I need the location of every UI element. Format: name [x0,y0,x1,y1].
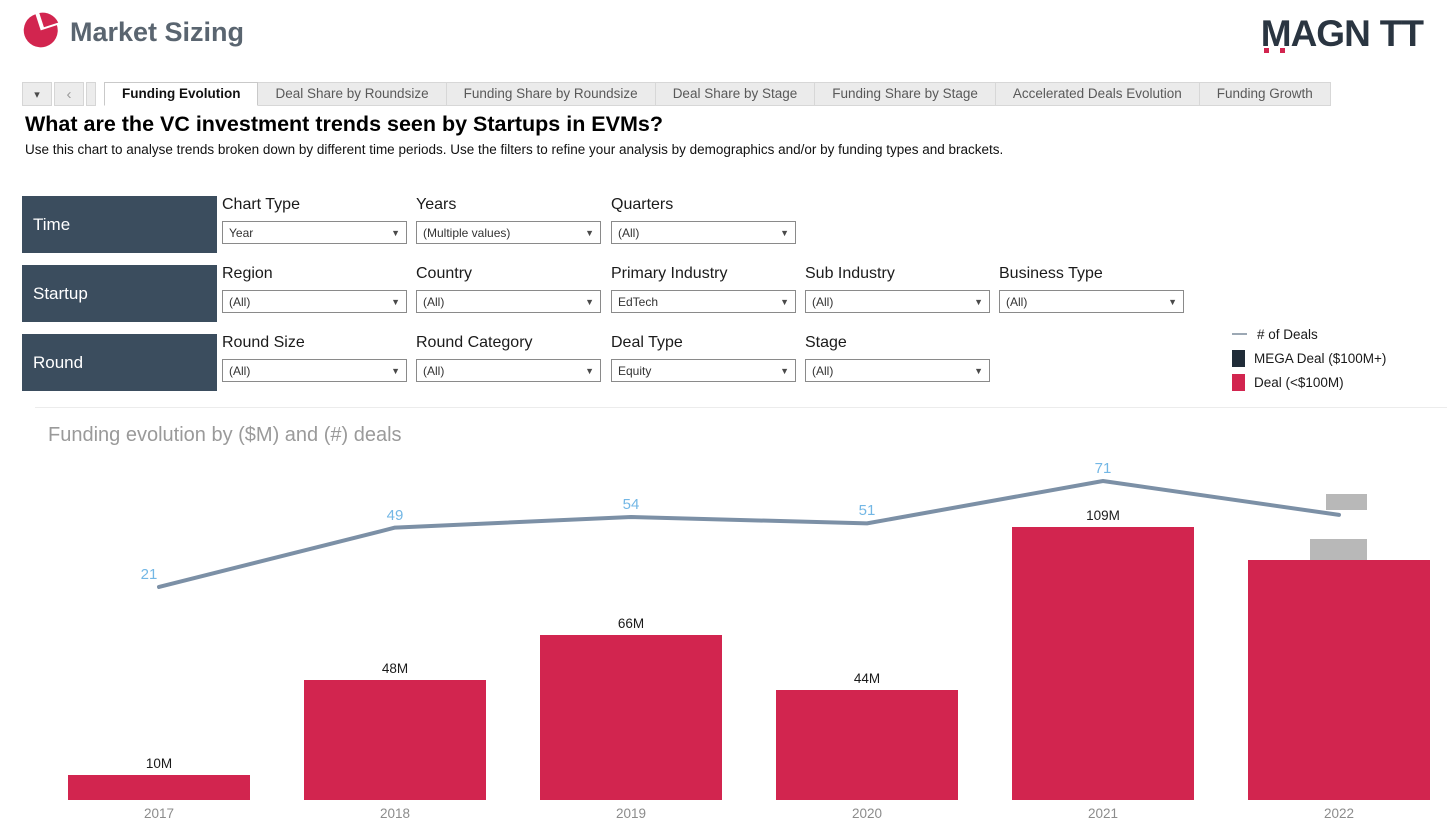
caret-down-icon: ▾ [34,88,40,101]
line-value-label-2020: 51 [858,502,876,520]
filter-dropdown-chart-type[interactable]: Year ▼ [222,221,407,244]
filter-dropdown-years[interactable]: (Multiple values) ▼ [416,221,601,244]
filter-dropdown-deal-type[interactable]: Equity ▼ [611,359,796,382]
tab-deal-share-by-roundsize[interactable]: Deal Share by Roundsize [258,82,447,106]
caret-down-icon: ▼ [1168,296,1177,307]
filter-dropdown-region[interactable]: (All) ▼ [222,290,407,313]
bar-2021[interactable] [1012,527,1194,800]
tab-strip: ▾ ‹ Funding Evolution Deal Share by Round… [22,82,1447,106]
tab-accelerated-deals-evolution[interactable]: Accelerated Deals Evolution [995,82,1200,106]
bar-value-label-2020: 44M [853,671,881,686]
question-subtitle: Use this chart to analyse trends broken … [25,142,1004,157]
tab-funding-share-by-roundsize[interactable]: Funding Share by Roundsize [446,82,656,106]
axis-label-2019: 2019 [615,806,647,821]
bar-value-label-2019: 66M [617,616,645,631]
legend-square-swatch [1232,349,1245,367]
legend-square-swatch [1232,373,1245,391]
filter-dropdown-stage[interactable]: (All) ▼ [805,359,990,382]
filter-label-country: Country [416,265,473,282]
filter-label-business-type: Business Type [999,265,1103,282]
filter-group-round: Round [22,334,217,391]
bar-value-label-2017: 10M [145,756,173,771]
chart-panel: Funding evolution by ($M) and (#) deals … [0,408,1447,828]
filter-dropdown-sub-industry[interactable]: (All) ▼ [805,290,990,313]
tab-funding-share-by-stage[interactable]: Funding Share by Stage [815,82,996,106]
page-title: Market Sizing [70,17,245,47]
brand-letter-m: M [1260,13,1292,54]
filter-label-deal-type: Deal Type [611,334,683,351]
tab-menu-button[interactable]: ▾ [22,82,52,106]
brand-logo: M AGN TT [1260,13,1424,54]
gray-mark-1[interactable] [1310,539,1367,560]
chevron-left-icon: ‹ [66,85,72,103]
header: Market Sizing M AGN TT [0,0,1447,70]
axis-label-2022: 2022 [1323,806,1355,821]
bar-value-label-2018: 48M [381,661,409,676]
panel-divider [35,407,1447,408]
filter-label-round-category: Round Category [416,334,533,351]
legend-line-swatch [1232,333,1247,335]
filter-label-sub-industry: Sub Industry [805,265,895,282]
bar-2017[interactable] [68,775,250,800]
filter-dropdown-round-size[interactable]: (All) ▼ [222,359,407,382]
filter-group-startup: Startup [22,265,217,322]
gray-mark-0[interactable] [1326,494,1367,510]
axis-label-2020: 2020 [851,806,883,821]
pie-chart-icon [23,12,59,48]
legend-item-0: # of Deals [1232,325,1318,343]
caret-down-icon: ▼ [585,227,594,238]
filter-label-quarters: Quarters [611,196,674,213]
caret-down-icon: ▼ [585,296,594,307]
bar-2019[interactable] [540,635,722,800]
legend-item-1: MEGA Deal ($100M+) [1232,349,1386,367]
line-value-label-2017: 21 [140,565,158,583]
caret-down-icon: ▼ [391,365,400,376]
axis-label-2018: 2018 [379,806,411,821]
filter-group-time: Time [22,196,217,253]
tab-spacer [86,82,96,106]
tab-funding-evolution[interactable]: Funding Evolution [104,82,259,106]
filter-label-region: Region [222,265,273,282]
filter-dropdown-business-type[interactable]: (All) ▼ [999,290,1184,313]
filter-dropdown-quarters[interactable]: (All) ▼ [611,221,796,244]
caret-down-icon: ▼ [780,296,789,307]
legend-item-2: Deal (<$100M) [1232,373,1344,391]
tab-funding-growth[interactable]: Funding Growth [1199,82,1331,106]
filter-label-stage: Stage [805,334,847,351]
filter-dropdown-primary-industry[interactable]: EdTech ▼ [611,290,796,313]
caret-down-icon: ▼ [585,365,594,376]
caret-down-icon: ▼ [780,365,789,376]
filter-label-years: Years [416,196,457,213]
question-title: What are the VC investment trends seen b… [25,112,663,136]
bar-2018[interactable] [304,680,486,800]
filter-dropdown-round-category[interactable]: (All) ▼ [416,359,601,382]
caret-down-icon: ▼ [391,227,400,238]
chart-title: Funding evolution by ($M) and (#) deals [48,424,402,446]
caret-down-icon: ▼ [780,227,789,238]
filter-label-round-size: Round Size [222,334,305,351]
filter-label-primary-industry: Primary Industry [611,265,728,282]
bar-2020[interactable] [776,690,958,800]
caret-down-icon: ▼ [391,296,400,307]
axis-label-2017: 2017 [143,806,175,821]
filter-dropdown-country[interactable]: (All) ▼ [416,290,601,313]
bar-2022[interactable] [1248,560,1430,800]
caret-down-icon: ▼ [974,296,983,307]
caret-down-icon: ▼ [974,365,983,376]
line-value-label-2021: 71 [1094,459,1112,477]
line-value-label-2018: 49 [386,506,404,524]
line-value-label-2019: 54 [622,496,640,514]
tab-deal-share-by-stage[interactable]: Deal Share by Stage [655,82,816,106]
tab-back-button[interactable]: ‹ [54,82,84,106]
filter-label-chart-type: Chart Type [222,196,300,213]
axis-label-2021: 2021 [1087,806,1119,821]
bar-value-label-2021: 109M [1086,508,1120,523]
